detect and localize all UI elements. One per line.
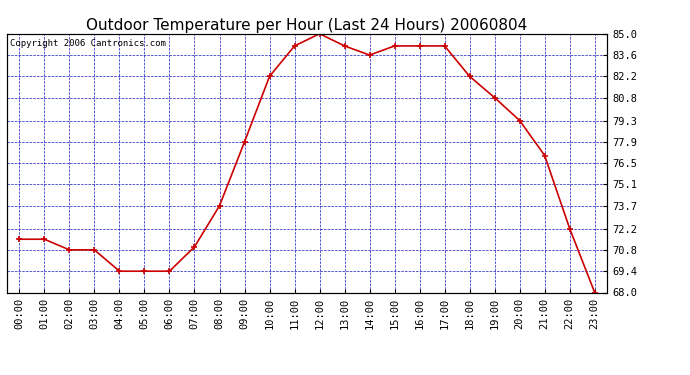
Text: Copyright 2006 Cantronics.com: Copyright 2006 Cantronics.com [10, 39, 166, 48]
Title: Outdoor Temperature per Hour (Last 24 Hours) 20060804: Outdoor Temperature per Hour (Last 24 Ho… [86, 18, 528, 33]
